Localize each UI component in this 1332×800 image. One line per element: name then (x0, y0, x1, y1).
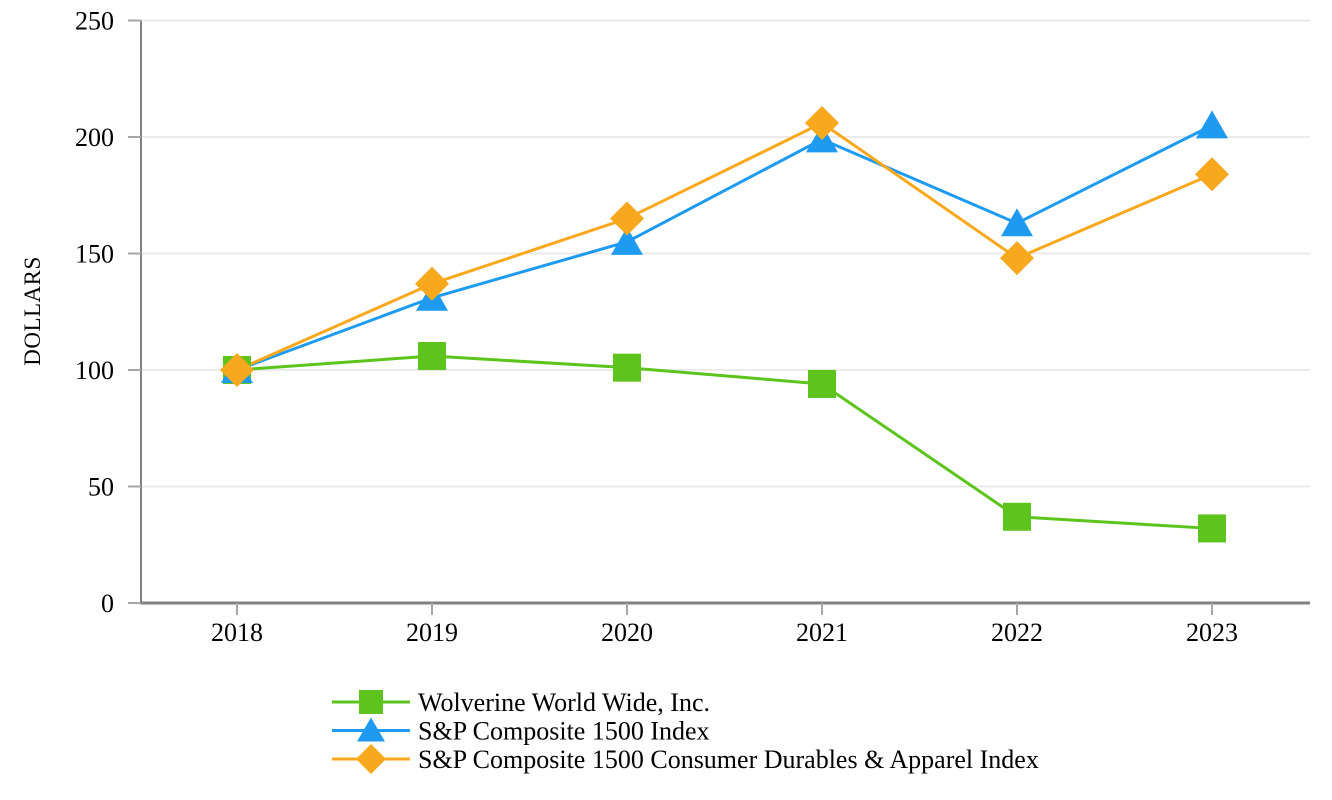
data-point-sp-composite-1500-2022 (1001, 208, 1033, 237)
data-point-wolverine-world-wide-2022 (1003, 502, 1031, 531)
y-tick-label: 150 (75, 240, 114, 269)
legend-item-sp-composite-1500-consumer-durables-apparel: S&P Composite 1500 Consumer Durables & A… (332, 744, 1039, 774)
data-point-sp-composite-1500-consumer-durables-apparel-2022 (1000, 241, 1034, 276)
axes (128, 19, 1310, 615)
x-tick-label: 2021 (796, 618, 848, 647)
series-line-sp-composite-1500-consumer-durables-apparel (236, 121, 1213, 372)
legend: Wolverine World Wide, Inc.S&P Composite … (332, 688, 1039, 774)
series-line-sp-composite-1500 (236, 124, 1213, 372)
data-point-sp-composite-1500-2020 (611, 226, 643, 255)
x-tick-label: 2020 (601, 618, 653, 647)
legend-marker-diamond (356, 744, 386, 774)
data-point-wolverine-world-wide-2023 (1198, 514, 1226, 543)
y-tick-label: 50 (88, 473, 114, 502)
legend-marker-square (359, 690, 383, 714)
y-tick-label: 0 (101, 589, 114, 618)
data-point-wolverine-world-wide-2021 (808, 369, 836, 398)
data-point-sp-composite-1500-consumer-durables-apparel-2018 (220, 353, 254, 387)
data-point-wolverine-world-wide-2020 (613, 353, 641, 382)
data-point-sp-composite-1500-consumer-durables-apparel-2019 (415, 266, 449, 301)
gridlines (141, 19, 1310, 488)
data-point-sp-composite-1500-2023 (1196, 110, 1228, 139)
series-line-wolverine-world-wide (236, 354, 1213, 530)
legend-label: S&P Composite 1500 Consumer Durables & A… (418, 745, 1039, 774)
legend-marker-triangle (357, 717, 385, 742)
data-point-wolverine-world-wide-2019 (418, 342, 446, 371)
series-layer (220, 106, 1229, 543)
data-point-sp-composite-1500-consumer-durables-apparel-2020 (610, 201, 644, 236)
data-point-sp-composite-1500-consumer-durables-apparel-2021 (805, 106, 839, 141)
y-axis-title: DOLLARS (20, 256, 45, 366)
y-tick-label: 200 (75, 123, 114, 152)
axis-labels: 0 50 100 150 200 250 2018 2019 2020 2021 2022 2023 (75, 7, 1238, 648)
y-tick-label: 100 (75, 356, 114, 385)
legend-item-wolverine-world-wide: Wolverine World Wide, Inc. (332, 688, 710, 717)
legend-label: S&P Composite 1500 Index (418, 717, 710, 746)
y-tick-label: 250 (75, 7, 114, 36)
data-point-sp-composite-1500-consumer-durables-apparel-2023 (1195, 157, 1229, 192)
x-tick-label: 2018 (211, 618, 263, 647)
x-tick-label: 2022 (991, 618, 1043, 647)
legend-label: Wolverine World Wide, Inc. (418, 688, 710, 717)
legend-item-sp-composite-1500: S&P Composite 1500 Index (332, 717, 710, 746)
x-tick-label: 2019 (406, 618, 458, 647)
x-tick-label: 2023 (1186, 618, 1238, 647)
